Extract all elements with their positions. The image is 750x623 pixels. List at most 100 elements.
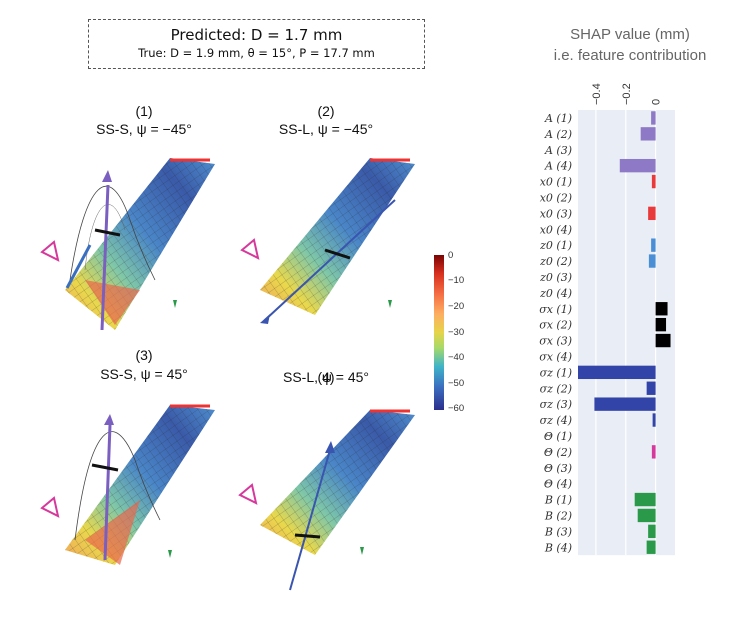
colorbar-tick: −60 [448, 403, 465, 414]
category-label: B (2) [544, 509, 572, 522]
colorbar [434, 255, 444, 410]
category-label: B (4) [544, 541, 572, 554]
rotation-3-icon [40, 496, 60, 518]
bar [651, 445, 656, 459]
category-label: x0 (4) [540, 223, 572, 236]
x-tick-label: −0.2 [621, 83, 633, 105]
category-label: σz (2) [540, 382, 572, 395]
green-marker-2 [388, 300, 392, 308]
rotation-2-icon [240, 238, 260, 260]
arrow-1-vertical-head [102, 170, 112, 182]
predicted-label: Predicted: D = 1.7 mm [170, 26, 343, 44]
surface-1-grid [65, 158, 215, 330]
category-label: Θ (3) [544, 462, 572, 475]
category-label: z0 (3) [539, 271, 572, 284]
panel-1-number: (1) [135, 103, 153, 119]
colorbar-tick: −10 [448, 275, 465, 286]
marker-1-black [94, 228, 121, 237]
rotation-4-icon [238, 483, 258, 505]
panel-2-number: (2) [317, 103, 335, 119]
colorbar-tick: 0 [448, 250, 454, 261]
category-label: Θ (4) [544, 478, 572, 491]
bar [637, 508, 656, 523]
surface-3-grid [65, 405, 215, 565]
bar [651, 238, 656, 252]
category-label: z0 (1) [539, 239, 572, 252]
marker-4-black [294, 533, 321, 539]
bar [655, 333, 671, 348]
green-marker-4 [360, 547, 364, 555]
bar [594, 397, 656, 411]
panel-1-title: SS-S, ψ = −45° [96, 121, 192, 137]
category-label: x0 (2) [540, 191, 572, 204]
category-label: Θ (2) [544, 446, 572, 459]
panel-3-number: (3) [135, 347, 153, 363]
surface-plot-4 [238, 409, 415, 591]
colorbar-tick: −50 [448, 378, 465, 389]
marker-3-black [91, 463, 119, 472]
category-label: A (2) [544, 128, 572, 141]
green-marker-3 [168, 550, 172, 558]
surface-plot-3 [40, 404, 215, 565]
bar [648, 206, 656, 221]
category-label: σx (1) [539, 303, 572, 316]
colorbar-tick: −20 [448, 301, 465, 312]
shap-bar-chart: −0.4 −0.2 0 A (1) A (2) A (3) A (4) x0 (1) x0 (2… [539, 83, 675, 556]
bar [634, 492, 656, 507]
x-tick-label: −0.4 [591, 83, 603, 105]
category-label: σx (4) [539, 350, 572, 363]
colorbar-tick: −30 [448, 327, 465, 338]
category-label: x0 (3) [540, 207, 572, 220]
marker-2-black [324, 248, 351, 260]
category-label: x0 (1) [540, 176, 572, 189]
dome-3-outline [74, 431, 161, 541]
category-label: z0 (2) [539, 255, 572, 268]
shap-title: SHAP value (mm) [570, 26, 690, 43]
category-label: B (1) [544, 494, 572, 507]
bar [655, 317, 667, 332]
category-label: A (1) [544, 112, 572, 125]
bar [648, 524, 656, 539]
surface-plot-2 [240, 158, 415, 324]
arrow-3-vertical [103, 424, 112, 561]
arrow-2-head [260, 314, 270, 324]
panel-3-title: SS-S, ψ = 45° [100, 366, 188, 382]
category-label: Θ (1) [544, 430, 572, 443]
surface-plot-1 [40, 158, 215, 331]
category-label: σz (1) [540, 366, 572, 379]
rotation-1-icon [40, 240, 60, 262]
bar [651, 111, 656, 125]
category-label: σz (3) [540, 398, 572, 411]
bar [646, 540, 656, 554]
surface-4-grid [260, 410, 415, 555]
bar [640, 127, 656, 141]
arrow-2-diagonal [264, 199, 396, 321]
category-label: A (3) [544, 144, 572, 157]
bar [578, 365, 656, 380]
dome-1-outline [69, 186, 156, 281]
category-label: σz (4) [540, 414, 572, 427]
plot-background [578, 110, 675, 556]
bar [648, 254, 656, 268]
true-label: True: D = 1.9 mm, θ = 15°, P = 17.7 mm [138, 46, 375, 60]
green-marker-1 [173, 300, 177, 308]
surface-1-peak-region [85, 280, 140, 325]
bar [652, 413, 656, 427]
category-label: σx (2) [539, 319, 572, 332]
bar [619, 158, 656, 173]
axis-1-blue [65, 244, 92, 289]
bar [655, 302, 668, 316]
shap-subtitle: i.e. feature contribution [553, 47, 707, 64]
arrow-4-line [289, 449, 331, 591]
surface-3-peak-region [85, 500, 140, 565]
bar [651, 174, 656, 189]
bar [646, 381, 656, 395]
colorbar-tick: −40 [448, 352, 465, 363]
panel-4-number: (4) [317, 369, 335, 385]
category-label: z0 (4) [539, 287, 572, 300]
arrow-4-head [325, 441, 335, 453]
panel-2-title: SS-L, ψ = −45° [278, 121, 374, 137]
x-tick-label: 0 [651, 99, 663, 105]
arrow-3-vertical-head [104, 414, 114, 425]
panel-4-title: SS-L, ψ = 45° [282, 369, 369, 385]
